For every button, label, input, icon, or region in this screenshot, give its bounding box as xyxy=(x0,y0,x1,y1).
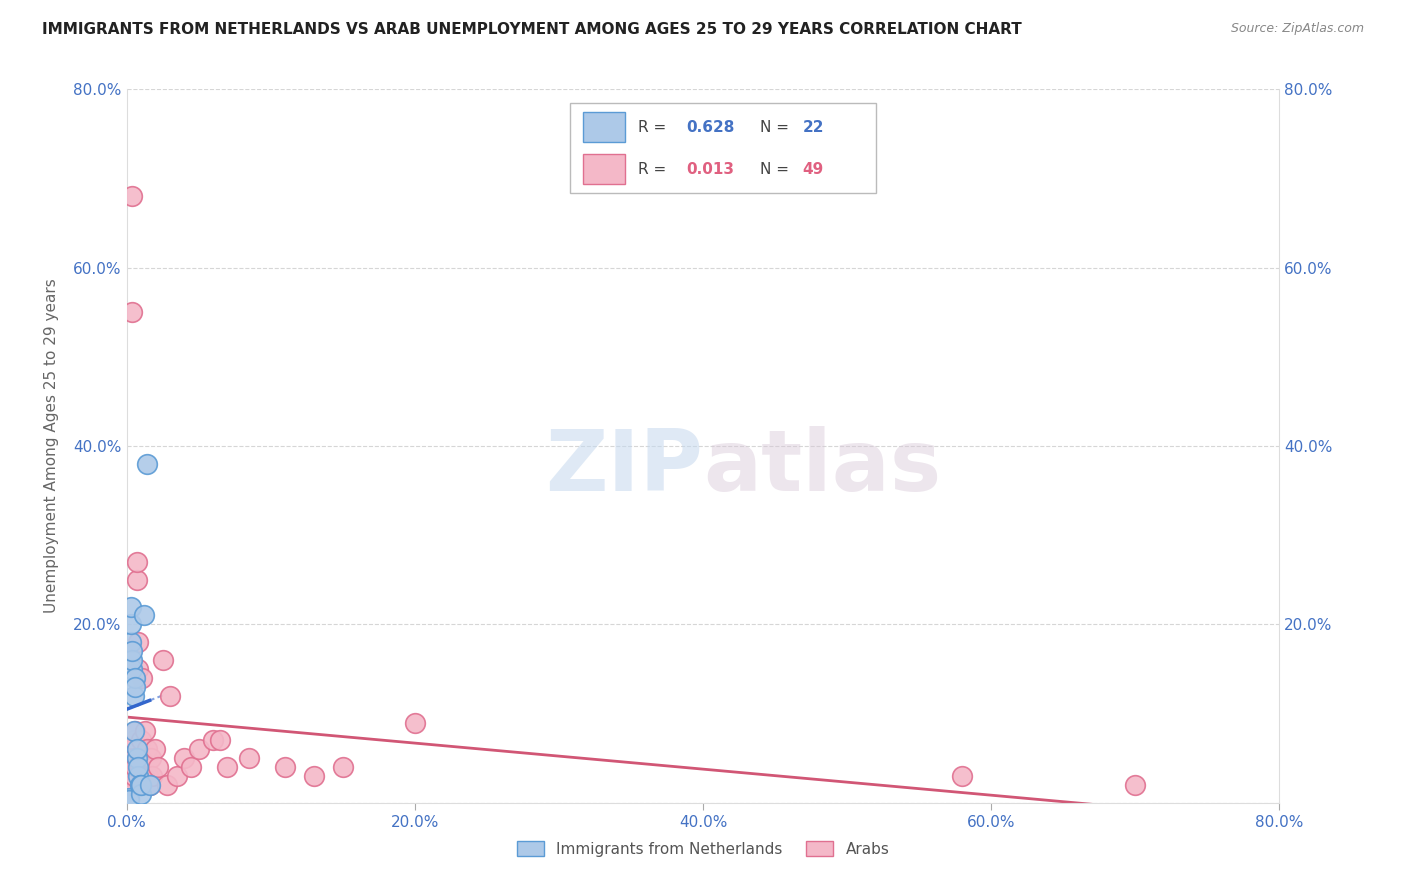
Point xyxy=(124,671,146,685)
Point xyxy=(187,742,209,756)
Point xyxy=(121,189,143,203)
Point xyxy=(127,760,149,774)
Text: ZIP: ZIP xyxy=(546,425,703,509)
Text: Source: ZipAtlas.com: Source: ZipAtlas.com xyxy=(1230,22,1364,36)
Point xyxy=(166,769,188,783)
Point xyxy=(129,778,152,792)
Point xyxy=(121,662,143,676)
Point xyxy=(127,635,149,649)
Point xyxy=(132,769,155,783)
Point xyxy=(129,733,152,747)
Point xyxy=(173,751,195,765)
Legend: Immigrants from Netherlands, Arabs: Immigrants from Netherlands, Arabs xyxy=(510,835,896,863)
Point xyxy=(124,760,146,774)
Point xyxy=(125,573,148,587)
Point xyxy=(121,760,143,774)
Point xyxy=(156,778,179,792)
Text: IMMIGRANTS FROM NETHERLANDS VS ARAB UNEMPLOYMENT AMONG AGES 25 TO 29 YEARS CORRE: IMMIGRANTS FROM NETHERLANDS VS ARAB UNEM… xyxy=(42,22,1022,37)
Point xyxy=(404,715,426,730)
Point xyxy=(118,793,141,807)
Point xyxy=(136,769,159,783)
Point xyxy=(121,653,143,667)
Point xyxy=(122,724,145,739)
Point xyxy=(125,555,148,569)
Point xyxy=(209,733,232,747)
Point xyxy=(139,751,162,765)
Point xyxy=(128,760,150,774)
Point xyxy=(125,742,148,756)
Point xyxy=(120,751,142,765)
Point xyxy=(202,733,225,747)
Point xyxy=(120,778,142,792)
Point xyxy=(121,644,143,658)
Point xyxy=(131,671,153,685)
Point xyxy=(120,760,142,774)
Point xyxy=(120,769,142,783)
Point xyxy=(238,751,260,765)
Point xyxy=(120,599,142,614)
Point xyxy=(120,635,142,649)
Point xyxy=(118,791,141,805)
Point xyxy=(122,751,145,765)
Point xyxy=(120,617,142,632)
Point xyxy=(118,769,141,783)
Text: atlas: atlas xyxy=(703,425,941,509)
Point xyxy=(134,724,156,739)
Point xyxy=(152,653,174,667)
Point xyxy=(145,742,166,756)
Point xyxy=(124,724,146,739)
Point xyxy=(129,787,152,801)
Point xyxy=(124,680,146,694)
Point xyxy=(141,769,163,783)
Point xyxy=(274,760,297,774)
Point xyxy=(135,457,157,471)
Point xyxy=(148,760,170,774)
Point xyxy=(125,751,148,765)
Point xyxy=(127,769,149,783)
Point xyxy=(122,689,145,703)
Point xyxy=(135,742,157,756)
Point xyxy=(122,769,145,783)
Point xyxy=(121,742,143,756)
Point xyxy=(180,760,202,774)
Point xyxy=(302,769,325,783)
Point xyxy=(118,760,141,774)
Point xyxy=(127,662,149,676)
Point xyxy=(122,733,145,747)
Point xyxy=(138,778,160,792)
Y-axis label: Unemployment Among Ages 25 to 29 years: Unemployment Among Ages 25 to 29 years xyxy=(45,278,59,614)
Point xyxy=(128,778,150,792)
Point xyxy=(121,305,143,319)
Point xyxy=(950,769,973,783)
Point xyxy=(132,608,155,623)
Point xyxy=(138,778,160,792)
Point xyxy=(129,751,152,765)
Point xyxy=(1123,778,1146,792)
Point xyxy=(159,689,181,703)
Point xyxy=(217,760,239,774)
Point xyxy=(332,760,354,774)
